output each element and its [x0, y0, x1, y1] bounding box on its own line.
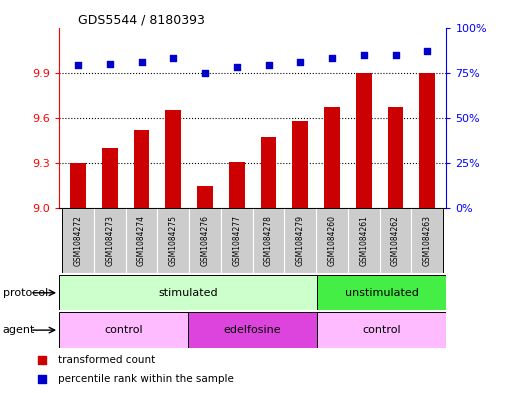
Bar [380, 208, 411, 273]
Text: GSM1084273: GSM1084273 [105, 215, 114, 266]
Bar [324, 107, 340, 208]
Bar [133, 130, 149, 208]
Bar [356, 73, 372, 208]
Text: control: control [104, 325, 143, 335]
Point [328, 55, 336, 61]
Text: GSM1084262: GSM1084262 [391, 215, 400, 266]
Bar [59, 312, 188, 348]
Bar [126, 208, 157, 273]
Point [264, 62, 272, 69]
Bar [317, 275, 446, 310]
Bar [317, 312, 446, 348]
Bar [165, 110, 181, 208]
Bar [292, 121, 308, 208]
Bar [102, 148, 117, 208]
Text: GSM1084275: GSM1084275 [169, 215, 178, 266]
Text: protocol: protocol [3, 288, 48, 298]
Text: GSM1084278: GSM1084278 [264, 215, 273, 266]
Text: GDS5544 / 8180393: GDS5544 / 8180393 [78, 13, 205, 26]
Bar [59, 275, 317, 310]
Bar [62, 208, 94, 273]
Bar [261, 138, 277, 208]
Text: edelfosine: edelfosine [224, 325, 282, 335]
Point [201, 70, 209, 76]
Point [296, 59, 304, 65]
Text: GSM1084279: GSM1084279 [296, 215, 305, 266]
Point [233, 64, 241, 70]
Bar [388, 107, 403, 208]
Text: GSM1084260: GSM1084260 [327, 215, 337, 266]
Bar [419, 73, 435, 208]
Text: GSM1084274: GSM1084274 [137, 215, 146, 266]
Text: percentile rank within the sample: percentile rank within the sample [58, 374, 234, 384]
Bar [70, 163, 86, 208]
Bar [229, 162, 245, 208]
Text: GSM1084261: GSM1084261 [359, 215, 368, 266]
Text: GSM1084276: GSM1084276 [201, 215, 209, 266]
Text: GSM1084272: GSM1084272 [73, 215, 83, 266]
Point [37, 356, 46, 363]
Text: GSM1084277: GSM1084277 [232, 215, 241, 266]
Point [74, 62, 82, 69]
Text: transformed count: transformed count [58, 354, 155, 365]
Point [360, 51, 368, 58]
Point [423, 48, 431, 54]
Text: GSM1084263: GSM1084263 [423, 215, 432, 266]
Bar [316, 208, 348, 273]
Bar [221, 208, 253, 273]
Text: stimulated: stimulated [159, 288, 218, 298]
Point [391, 51, 400, 58]
Bar [348, 208, 380, 273]
Bar [189, 208, 221, 273]
Point [137, 59, 146, 65]
Bar [284, 208, 316, 273]
Bar [197, 186, 213, 208]
Bar [411, 208, 443, 273]
Bar [157, 208, 189, 273]
Point [37, 376, 46, 382]
Bar [188, 312, 317, 348]
Text: agent: agent [3, 325, 35, 335]
Text: unstimulated: unstimulated [345, 288, 419, 298]
Text: control: control [363, 325, 401, 335]
Bar [94, 208, 126, 273]
Bar [253, 208, 284, 273]
Point [106, 61, 114, 67]
Point [169, 55, 177, 61]
